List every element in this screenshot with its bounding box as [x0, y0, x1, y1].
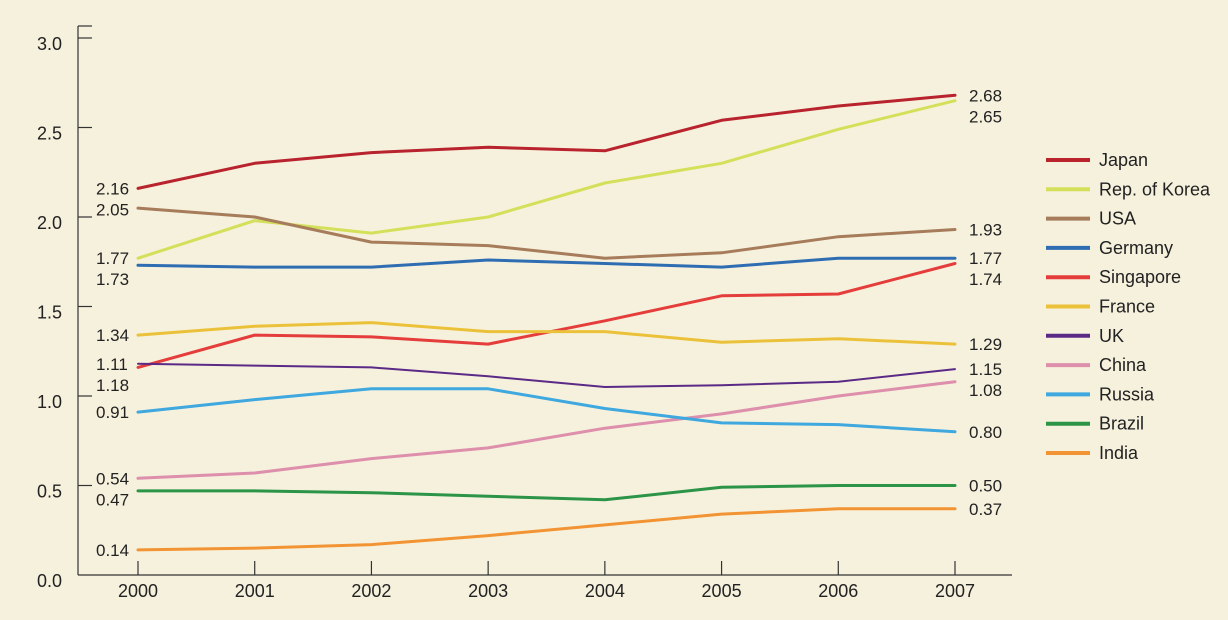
legend-label: Brazil: [1099, 414, 1144, 434]
y-tick-label: 1.0: [37, 392, 62, 412]
x-tick-label: 2007: [935, 581, 975, 601]
legend-label: Singapore: [1099, 267, 1181, 287]
end-value-label: 1.15: [969, 360, 1002, 379]
series-line-japan: [136, 93, 957, 190]
end-value-label: 1.29: [969, 335, 1002, 354]
legend-label: Russia: [1099, 384, 1155, 404]
series-line-russia: [136, 387, 957, 434]
series-line-rep-of-korea: [136, 99, 957, 260]
start-value-label: 1.18: [96, 376, 129, 395]
end-value-label: 0.80: [969, 423, 1002, 442]
x-tick-label: 2006: [818, 581, 858, 601]
series-line-uk: [137, 362, 956, 388]
legend-item: India: [1046, 443, 1139, 463]
legend-label: China: [1099, 355, 1147, 375]
y-tick-label: 0.0: [37, 571, 62, 591]
start-value-label: 1.34: [96, 326, 129, 345]
start-value-label: 2.05: [96, 200, 129, 219]
legend: Japan Rep. of Korea USA Germany Singapore Fra…: [1046, 150, 1211, 463]
start-value-label: 0.54: [96, 469, 129, 488]
legend-item: Germany: [1046, 238, 1173, 258]
data-labels: 2.16 2.05 1.77 1.73 1.34 1.11 1.18 0.91 0.54 0.47…: [96, 86, 1002, 560]
end-value-label: 1.74: [969, 270, 1002, 289]
end-value-label: 1.93: [969, 221, 1002, 240]
legend-item: France: [1046, 297, 1155, 317]
end-value-label: 2.65: [969, 107, 1002, 126]
legend-item: Rep. of Korea: [1046, 179, 1211, 199]
y-tick-label: 0.5: [37, 482, 62, 502]
x-tick-label: 2001: [235, 581, 275, 601]
end-value-label: 2.68: [969, 86, 1002, 105]
x-tick-label: 2004: [585, 581, 625, 601]
x-tick-label: 2005: [702, 581, 742, 601]
y-tick-label: 3.0: [37, 34, 62, 54]
legend-item: Russia: [1046, 384, 1155, 404]
legend-item: China: [1046, 355, 1147, 375]
legend-item: UK: [1046, 326, 1124, 346]
legend-item: Brazil: [1046, 414, 1144, 434]
start-value-label: 0.14: [96, 541, 129, 560]
legend-label: Japan: [1099, 150, 1148, 170]
series-line-usa: [136, 206, 957, 260]
series-line-singapore: [136, 262, 957, 369]
series-line-china: [136, 380, 957, 480]
series-line-india: [136, 507, 957, 552]
x-tick-label: 2000: [118, 581, 158, 601]
start-value-label: 1.77: [96, 249, 129, 268]
start-value-label: 2.16: [96, 179, 129, 198]
end-value-label: 1.08: [969, 381, 1002, 400]
y-tick-label: 1.5: [37, 303, 62, 323]
x-tick-label: 2003: [468, 581, 508, 601]
legend-label: Germany: [1099, 238, 1173, 258]
series-line-france: [136, 321, 957, 346]
legend-label: USA: [1099, 209, 1136, 229]
end-value-label: 0.37: [969, 500, 1002, 519]
legend-label: France: [1099, 297, 1155, 317]
series-line-germany: [136, 256, 957, 269]
legend-label: UK: [1099, 326, 1124, 346]
start-value-label: 0.47: [96, 490, 129, 509]
start-value-label: 0.91: [96, 403, 129, 422]
legend-label: India: [1099, 443, 1139, 463]
series-line-brazil: [136, 484, 957, 502]
y-tick-label: 2.5: [37, 124, 62, 144]
legend-label: Rep. of Korea: [1099, 179, 1211, 199]
x-tick-label: 2002: [351, 581, 391, 601]
start-value-label: 1.11: [96, 355, 128, 374]
end-value-label: 0.50: [969, 477, 1002, 496]
axes: 0.0 0.5 1.0 1.5 2.0 2.5 3.0 2000 2001 2002 2003 200…: [37, 25, 1012, 601]
start-value-label: 1.73: [96, 270, 129, 289]
legend-item: USA: [1046, 209, 1136, 229]
legend-item: Singapore: [1046, 267, 1181, 287]
end-value-label: 1.77: [969, 249, 1002, 268]
legend-item: Japan: [1046, 150, 1148, 170]
series-lines: [136, 93, 957, 552]
y-tick-label: 2.0: [37, 213, 62, 233]
